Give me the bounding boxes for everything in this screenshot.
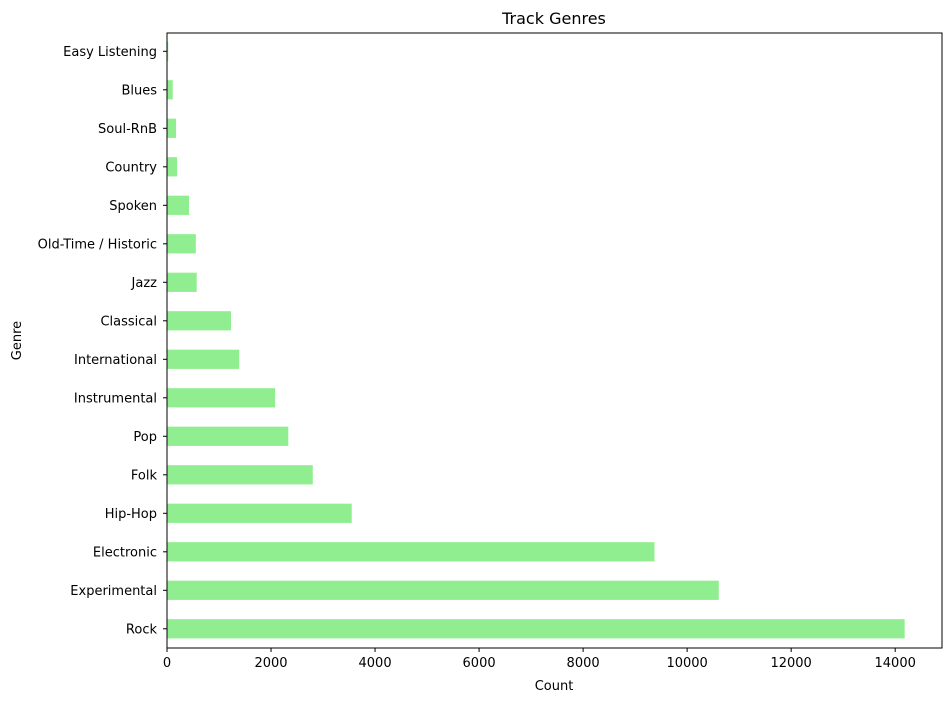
y-tick-label: Easy Listening [63, 45, 157, 60]
bar-jazz [167, 272, 197, 292]
bar-blues [167, 80, 173, 100]
y-tick-label: Hip-Hop [105, 507, 157, 522]
bar-international [167, 349, 240, 369]
plot-frame [166, 32, 943, 649]
bar-instrumental [167, 388, 276, 408]
x-tick-label: 0 [163, 656, 171, 671]
x-tick-label: 14000 [875, 656, 916, 671]
x-tick-label: 8000 [567, 656, 600, 671]
y-tick-label: Classical [100, 314, 157, 329]
y-tick-label: Spoken [109, 199, 157, 214]
y-tick-label: Instrumental [74, 391, 157, 406]
x-tick-label: 4000 [359, 656, 392, 671]
bar-electronic [167, 542, 655, 562]
y-tick-label: Jazz [131, 276, 158, 291]
y-tick-label: Rock [126, 622, 158, 637]
bar-classical [167, 311, 231, 331]
bars-group [167, 41, 905, 639]
x-axis-ticks: 0 2000 4000 6000 8000 10000 12000 14000 [163, 648, 916, 671]
y-tick-label: Experimental [70, 584, 157, 599]
bar-rock [167, 619, 905, 639]
bar-old-time-historic [167, 234, 196, 254]
y-tick-label: International [74, 353, 157, 368]
x-tick-label: 6000 [463, 656, 496, 671]
y-axis-label: Genre [10, 321, 25, 360]
bar-folk [167, 465, 313, 485]
y-tick-label: Old-Time / Historic [38, 237, 157, 252]
bar-country [167, 157, 178, 177]
y-axis-ticks: Rock Experimental Electronic Hip-Hop Folk Pop… [38, 45, 167, 637]
chart-title: Track Genres [501, 9, 606, 28]
bar-hip-hop [167, 503, 352, 523]
y-tick-label: Folk [131, 468, 158, 483]
y-tick-label: Soul-RnB [98, 122, 157, 137]
y-tick-label: Country [105, 160, 157, 175]
y-tick-label: Pop [133, 430, 157, 445]
bar-pop [167, 426, 289, 446]
bar-easy-listening [167, 41, 169, 61]
bar-experimental [167, 580, 719, 600]
y-tick-label: Electronic [93, 545, 157, 560]
x-tick-label: 12000 [770, 656, 811, 671]
x-tick-label: 2000 [254, 656, 287, 671]
x-tick-label: 10000 [666, 656, 707, 671]
bar-spoken [167, 195, 190, 215]
bar-soul-rnb [167, 118, 177, 138]
x-axis-label: Count [535, 679, 574, 694]
y-tick-label: Blues [121, 83, 157, 98]
